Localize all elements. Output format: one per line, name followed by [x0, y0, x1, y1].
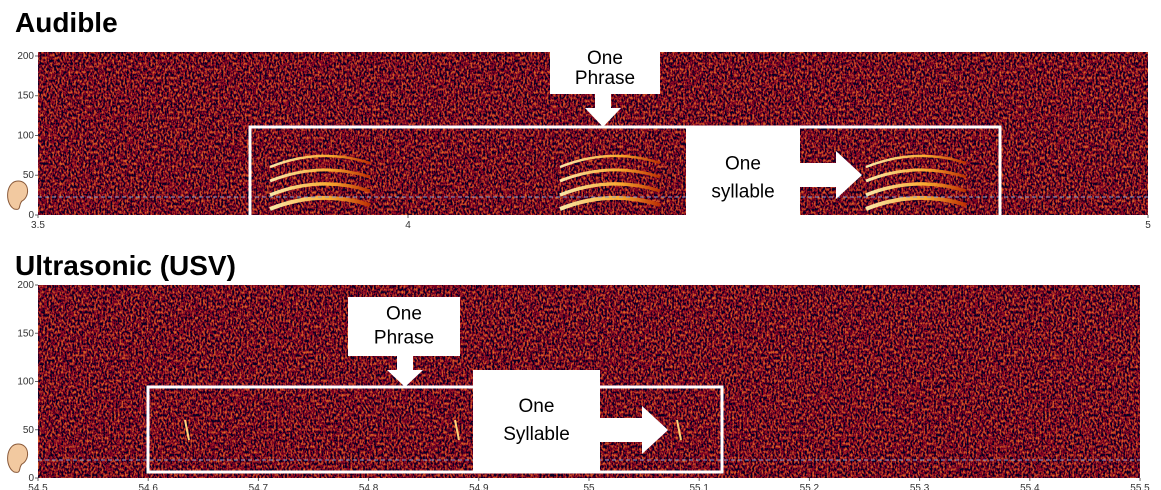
- y-tick-label: 150: [17, 91, 34, 102]
- ear-icon: [8, 444, 28, 472]
- x-tick-label: 55: [583, 483, 595, 490]
- x-tick-label: 54.8: [359, 483, 379, 490]
- page: {"panels": [ {"title": "Audible", "ytick…: [0, 0, 1161, 490]
- x-tick-label: 54.7: [249, 483, 269, 490]
- x-tick-label: 55.5: [1130, 483, 1150, 490]
- x-tick-label: 54.9: [469, 483, 489, 490]
- syllable-label: syllable: [711, 182, 774, 203]
- x-tick-label: 55.2: [800, 483, 820, 490]
- panel-title: Audible: [15, 7, 118, 38]
- y-tick-label: 50: [23, 425, 35, 436]
- y-tick-label: 50: [23, 170, 35, 181]
- y-tick-label: 150: [17, 328, 34, 339]
- y-tick-label: 100: [17, 130, 34, 141]
- syllable-callout: [473, 370, 600, 472]
- x-tick-label: 54.5: [28, 483, 48, 490]
- y-tick-label: 200: [17, 51, 34, 62]
- phrase-label: One: [587, 48, 623, 69]
- syllable-label: One: [519, 396, 555, 417]
- syllable-callout: [686, 127, 800, 230]
- x-tick-label: 55.3: [910, 483, 930, 490]
- panel-title: Ultrasonic (USV): [15, 250, 236, 281]
- x-tick-label: 55.4: [1020, 483, 1040, 490]
- y-tick-label: 100: [17, 377, 34, 388]
- x-tick-label: 3.5: [31, 220, 45, 231]
- panel: Audible0501001502003.544.55OnePhraseOnes…: [8, 7, 1152, 231]
- phrase-label: One: [386, 304, 422, 325]
- phrase-label: Phrase: [374, 327, 434, 348]
- x-tick-label: 54.6: [138, 483, 158, 490]
- figure: Audible0501001502003.544.55OnePhraseOnes…: [0, 0, 1161, 490]
- phrase-label: Phrase: [575, 68, 635, 89]
- panels: Audible0501001502003.544.55OnePhraseOnes…: [8, 7, 1152, 490]
- x-tick-label: 55.1: [689, 483, 709, 490]
- syllable-label: One: [725, 154, 761, 175]
- y-tick-label: 200: [17, 280, 34, 291]
- x-tick-label: 5: [1145, 220, 1151, 231]
- syllable-label: Syllable: [503, 424, 570, 445]
- ear-icon: [8, 181, 28, 209]
